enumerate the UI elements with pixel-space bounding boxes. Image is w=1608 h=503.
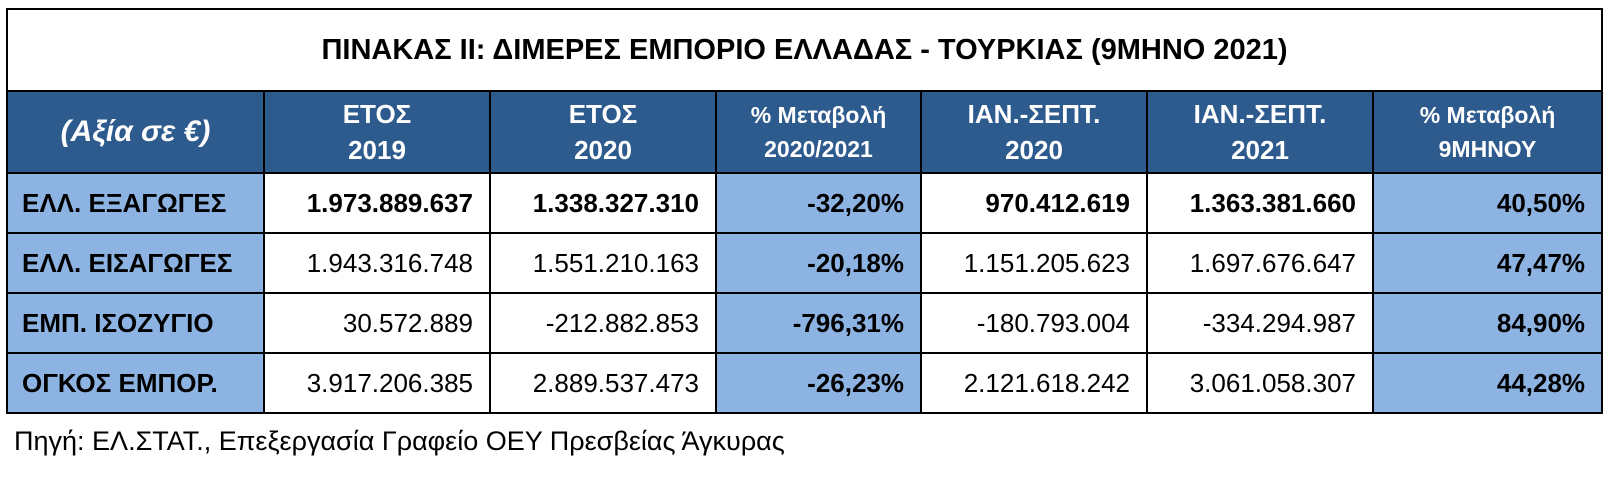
row-label-imports: ΕΛΛ. ΕΙΣΑΓΩΓΕΣ (6, 232, 265, 294)
cell-2019: 3.917.206.385 (263, 352, 491, 414)
header-line: 2020/2021 (764, 136, 873, 162)
cell-2020: 1.338.327.310 (489, 172, 717, 234)
cell-2019: 1.973.889.637 (263, 172, 491, 234)
cell-pct-9m: 47,47% (1371, 232, 1604, 294)
cell-2020: -212.882.853 (489, 292, 717, 354)
cell-pct-9m: 44,28% (1371, 352, 1604, 414)
cell-pct-year: -20,18% (715, 232, 922, 294)
cell-jan-sep-2021: 1.697.676.647 (1146, 232, 1374, 294)
header-jan-sep-2020: ΙΑΝ.-ΣΕΠΤ. 2020 (920, 90, 1148, 174)
header-line: 2020 (1005, 135, 1063, 165)
title-row: ΠΙΝΑΚΑΣ ΙΙ: ΔΙΜΕΡΕΣ ΕΜΠΟΡΙΟ ΕΛΛΑΔΑΣ - ΤΟ… (5, 8, 1604, 92)
cell-2019: 1.943.316.748 (263, 232, 491, 294)
cell-2020: 2.889.537.473 (489, 352, 717, 414)
row-label-volume: ΟΓΚΟΣ ΕΜΠΟΡ. (6, 352, 265, 414)
cell-pct-year: -32,20% (715, 172, 922, 234)
header-pct-change-9m: % Μεταβολή 9ΜΗΝΟΥ (1371, 90, 1604, 174)
row-label-balance: ΕΜΠ. ΙΣΟΖΥΓΙΟ (6, 292, 265, 354)
header-line: ΙΑΝ.-ΣΕΠΤ. (1193, 99, 1327, 129)
header-line: 2020 (574, 135, 632, 165)
source-note: Πηγή: ΕΛ.ΣΤΑΤ., Επεξεργασία Γραφείο ΟΕΥ … (14, 426, 785, 456)
cell-jan-sep-2021: 3.061.058.307 (1146, 352, 1374, 414)
header-line: 2019 (348, 135, 406, 165)
row-label-exports: ΕΛΛ. ΕΞΑΓΩΓΕΣ (6, 172, 265, 234)
table-row: ΕΛΛ. ΕΙΣΑΓΩΓΕΣ 1.943.316.748 1.551.210.1… (6, 232, 1604, 294)
table-row: ΟΓΚΟΣ ΕΜΠΟΡ. 3.917.206.385 2.889.537.473… (6, 352, 1604, 414)
cell-jan-sep-2020: 2.121.618.242 (920, 352, 1148, 414)
trade-table: ΠΙΝΑΚΑΣ ΙΙ: ΔΙΜΕΡΕΣ ΕΜΠΟΡΙΟ ΕΛΛΑΔΑΣ - ΤΟ… (5, 8, 1604, 414)
header-line: 2021 (1231, 135, 1289, 165)
header-line: ΕΤΟΣ (568, 99, 638, 129)
cell-jan-sep-2020: -180.793.004 (920, 292, 1148, 354)
header-jan-sep-2021: ΙΑΝ.-ΣΕΠΤ. 2021 (1146, 90, 1374, 174)
cell-jan-sep-2020: 1.151.205.623 (920, 232, 1148, 294)
header-year-2020: ΕΤΟΣ 2020 (489, 90, 717, 174)
table-row: ΕΛΛ. ΕΞΑΓΩΓΕΣ 1.973.889.637 1.338.327.31… (6, 172, 1604, 234)
header-line: 9ΜΗΝΟΥ (1438, 136, 1537, 162)
cell-2019: 30.572.889 (263, 292, 491, 354)
header-value-label: (Αξία σε €) (6, 90, 265, 174)
cell-jan-sep-2020: 970.412.619 (920, 172, 1148, 234)
header-pct-change-year: % Μεταβολή 2020/2021 (715, 90, 922, 174)
trade-table-container: ΠΙΝΑΚΑΣ ΙΙ: ΔΙΜΕΡΕΣ ΕΜΠΟΡΙΟ ΕΛΛΑΔΑΣ - ΤΟ… (5, 8, 1604, 414)
cell-pct-year: -26,23% (715, 352, 922, 414)
header-line: ΕΤΟΣ (342, 99, 412, 129)
cell-pct-9m: 84,90% (1371, 292, 1604, 354)
cell-jan-sep-2021: 1.363.381.660 (1146, 172, 1374, 234)
header-line: ΙΑΝ.-ΣΕΠΤ. (967, 99, 1101, 129)
table-row: ΕΜΠ. ΙΣΟΖΥΓΙΟ 30.572.889 -212.882.853 -7… (6, 292, 1604, 354)
header-row: (Αξία σε €) ΕΤΟΣ 2019 ΕΤΟΣ 2020 % Μεταβο… (6, 90, 1604, 174)
header-line: % Μεταβολή (1419, 102, 1556, 128)
cell-jan-sep-2021: -334.294.987 (1146, 292, 1374, 354)
cell-2020: 1.551.210.163 (489, 232, 717, 294)
cell-pct-year: -796,31% (715, 292, 922, 354)
cell-pct-9m: 40,50% (1371, 172, 1604, 234)
header-line: % Μεταβολή (750, 102, 887, 128)
header-year-2019: ΕΤΟΣ 2019 (263, 90, 491, 174)
table-title: ΠΙΝΑΚΑΣ ΙΙ: ΔΙΜΕΡΕΣ ΕΜΠΟΡΙΟ ΕΛΛΑΔΑΣ - ΤΟ… (5, 8, 1604, 92)
